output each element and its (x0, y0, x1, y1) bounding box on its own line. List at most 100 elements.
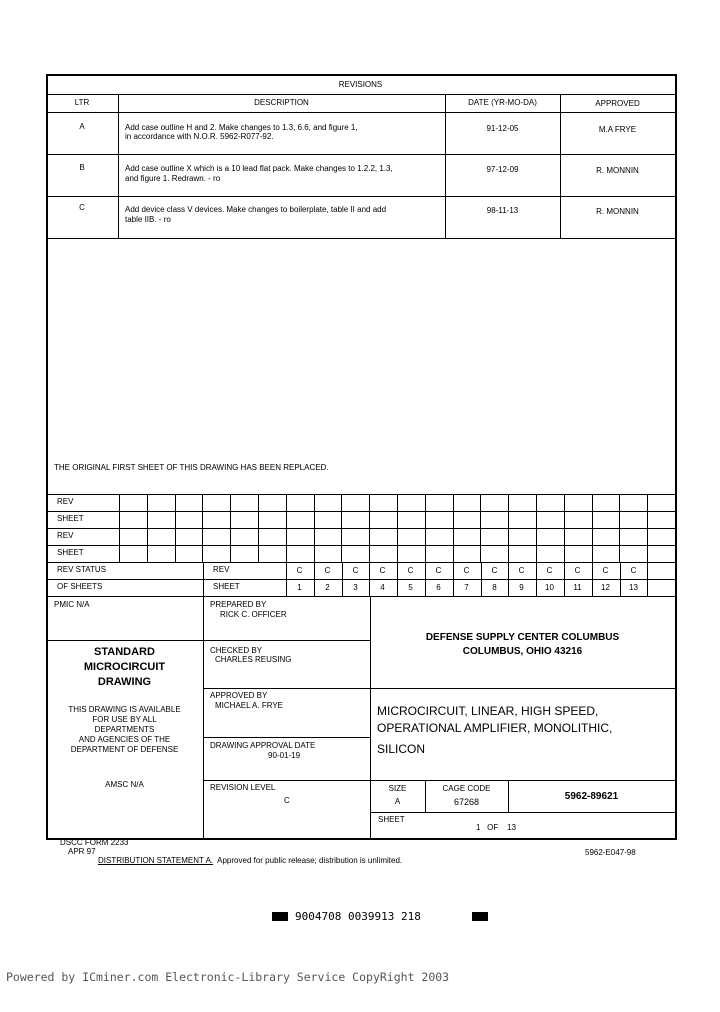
grid-label-sheet: SHEET (57, 514, 84, 523)
grid-line (46, 528, 675, 529)
revision-level-label: REVISION LEVEL (210, 783, 276, 792)
rev-ltr: C (79, 203, 85, 212)
rev-approved: R. MONNIN (596, 207, 639, 216)
header-ltr: LTR (74, 98, 90, 107)
of-sheets-label: OF SHEETS (57, 582, 103, 591)
form-date: APR 97 (68, 847, 96, 856)
grid-line (675, 562, 676, 596)
rev-status-cell: C (435, 566, 442, 575)
grid-line (258, 494, 259, 562)
grid-line (397, 562, 398, 596)
grid-line (175, 494, 176, 562)
sheet-number: 1 OF 13 (476, 823, 517, 832)
grid-line (564, 494, 565, 562)
rev-date: 91-12-05 (486, 124, 519, 133)
distribution-text: Approved for public release; distributio… (217, 856, 403, 865)
grid-label-sheet: SHEET (57, 548, 84, 557)
rev-status-cell: C (352, 566, 359, 575)
checked-label: CHECKED BY (210, 646, 263, 655)
standard-line: STANDARD (94, 646, 155, 658)
grid-line (620, 562, 621, 596)
grid-line (397, 494, 398, 562)
barcode-number: 9004708 0039913 218 (295, 910, 421, 923)
grid-line (508, 562, 509, 596)
sheet-number-cell: 2 (325, 583, 330, 592)
barcode-block-icon (272, 912, 288, 921)
powered-by: Powered by ICminer.com Electronic-Librar… (6, 970, 450, 984)
sheet-number-cell: 13 (629, 583, 638, 592)
sheet-number-cell: 7 (464, 583, 469, 592)
cage-label: CAGE CODE (442, 784, 491, 793)
sheet-number-cell: 4 (380, 583, 385, 592)
grid-line (564, 562, 565, 596)
approved-label: APPROVED BY (210, 691, 268, 700)
sheet-number-cell: 3 (353, 583, 358, 592)
grid-line (425, 562, 426, 596)
rev-ltr: B (79, 163, 85, 172)
replaced-note: THE ORIGINAL FIRST SHEET OF THIS DRAWING… (54, 463, 329, 472)
rev-status-cell: C (463, 566, 470, 575)
pmic: PMIC N/A (54, 600, 90, 609)
grid-line (592, 562, 593, 596)
rev-status-cell: C (546, 566, 553, 575)
grid-line (425, 494, 426, 562)
sheet-number-cell: 11 (573, 583, 582, 592)
rev-status-cell: C (296, 566, 303, 575)
grid-line (369, 562, 370, 596)
grid-label-rev: REV (57, 531, 74, 540)
rev-desc: Add device class V devices. Make changes… (125, 205, 387, 214)
rev-desc: Add case outline X which is a 10 lead fl… (125, 164, 393, 173)
rev-date: 97-12-09 (486, 165, 519, 174)
amsc: AMSC N/A (105, 780, 144, 789)
availability-line: FOR USE BY ALL (92, 715, 157, 724)
document-code: 5962-E047-98 (585, 848, 636, 857)
standard-microcircuit-drawing: STANDARD MICROCIRCUIT DRAWING (46, 645, 203, 690)
rev-approved: R. MONNIN (596, 166, 639, 175)
sheet-number-cell: 8 (492, 583, 497, 592)
sheet-label: SHEET (378, 815, 405, 824)
rev-desc: and figure 1. Redrawn. - ro (125, 174, 221, 183)
grid-line (203, 596, 675, 597)
header-approved: APPROVED (595, 99, 640, 108)
revision-level: C (284, 796, 290, 805)
grid-line (286, 562, 287, 596)
standard-line: DRAWING (97, 676, 152, 688)
distribution-label: DISTRIBUTION STATEMENT A. (98, 856, 214, 865)
grid-line (647, 494, 648, 562)
grid-line (675, 494, 676, 562)
header-description: DESCRIPTION (254, 98, 309, 107)
barcode-block-icon (472, 912, 488, 921)
grid-line (46, 494, 675, 495)
sheet-number-cell: 5 (408, 583, 413, 592)
grid-line (46, 579, 675, 580)
rev-status-cell: C (630, 566, 637, 575)
approval-date-label: DRAWING APPROVAL DATE (210, 741, 316, 750)
rev-row-label: REV (213, 565, 230, 574)
drawing-title: MICROCIRCUIT, LINEAR, HIGH SPEED, OPERAT… (377, 703, 612, 758)
availability-line: DEPARTMENT OF DEFENSE (70, 745, 179, 754)
form-number: DSCC FORM 2233 (60, 838, 129, 847)
availability-line: DEPARTMENTS (94, 725, 155, 734)
title-line: MICROCIRCUIT, LINEAR, HIGH SPEED, (377, 704, 599, 718)
grid-line (314, 562, 315, 596)
rev-status-cell: C (574, 566, 581, 575)
rev-status-cell: C (602, 566, 609, 575)
size: A (394, 797, 401, 806)
grid-line (619, 494, 620, 562)
title-line: SILICON (377, 742, 426, 756)
grid-line (453, 494, 454, 562)
grid-line (342, 562, 343, 596)
rev-status-cell: C (324, 566, 331, 575)
grid-line (314, 494, 315, 562)
approval-date: 90-01-19 (268, 751, 301, 760)
sheet-number-cell: 10 (545, 583, 554, 592)
agency: DEFENSE SUPPLY CENTER COLUMBUS COLUMBUS,… (370, 631, 675, 659)
rev-ltr: A (79, 122, 85, 131)
rev-status-cell: C (407, 566, 414, 575)
grid-line (481, 562, 482, 596)
rev-desc: in accordance with N.O.R. 5962-R077-92. (125, 132, 274, 141)
grid-line (46, 545, 675, 546)
rev-date: 98-11-13 (486, 206, 519, 215)
agency-address: COLUMBUS, OHIO 43216 (462, 646, 583, 657)
